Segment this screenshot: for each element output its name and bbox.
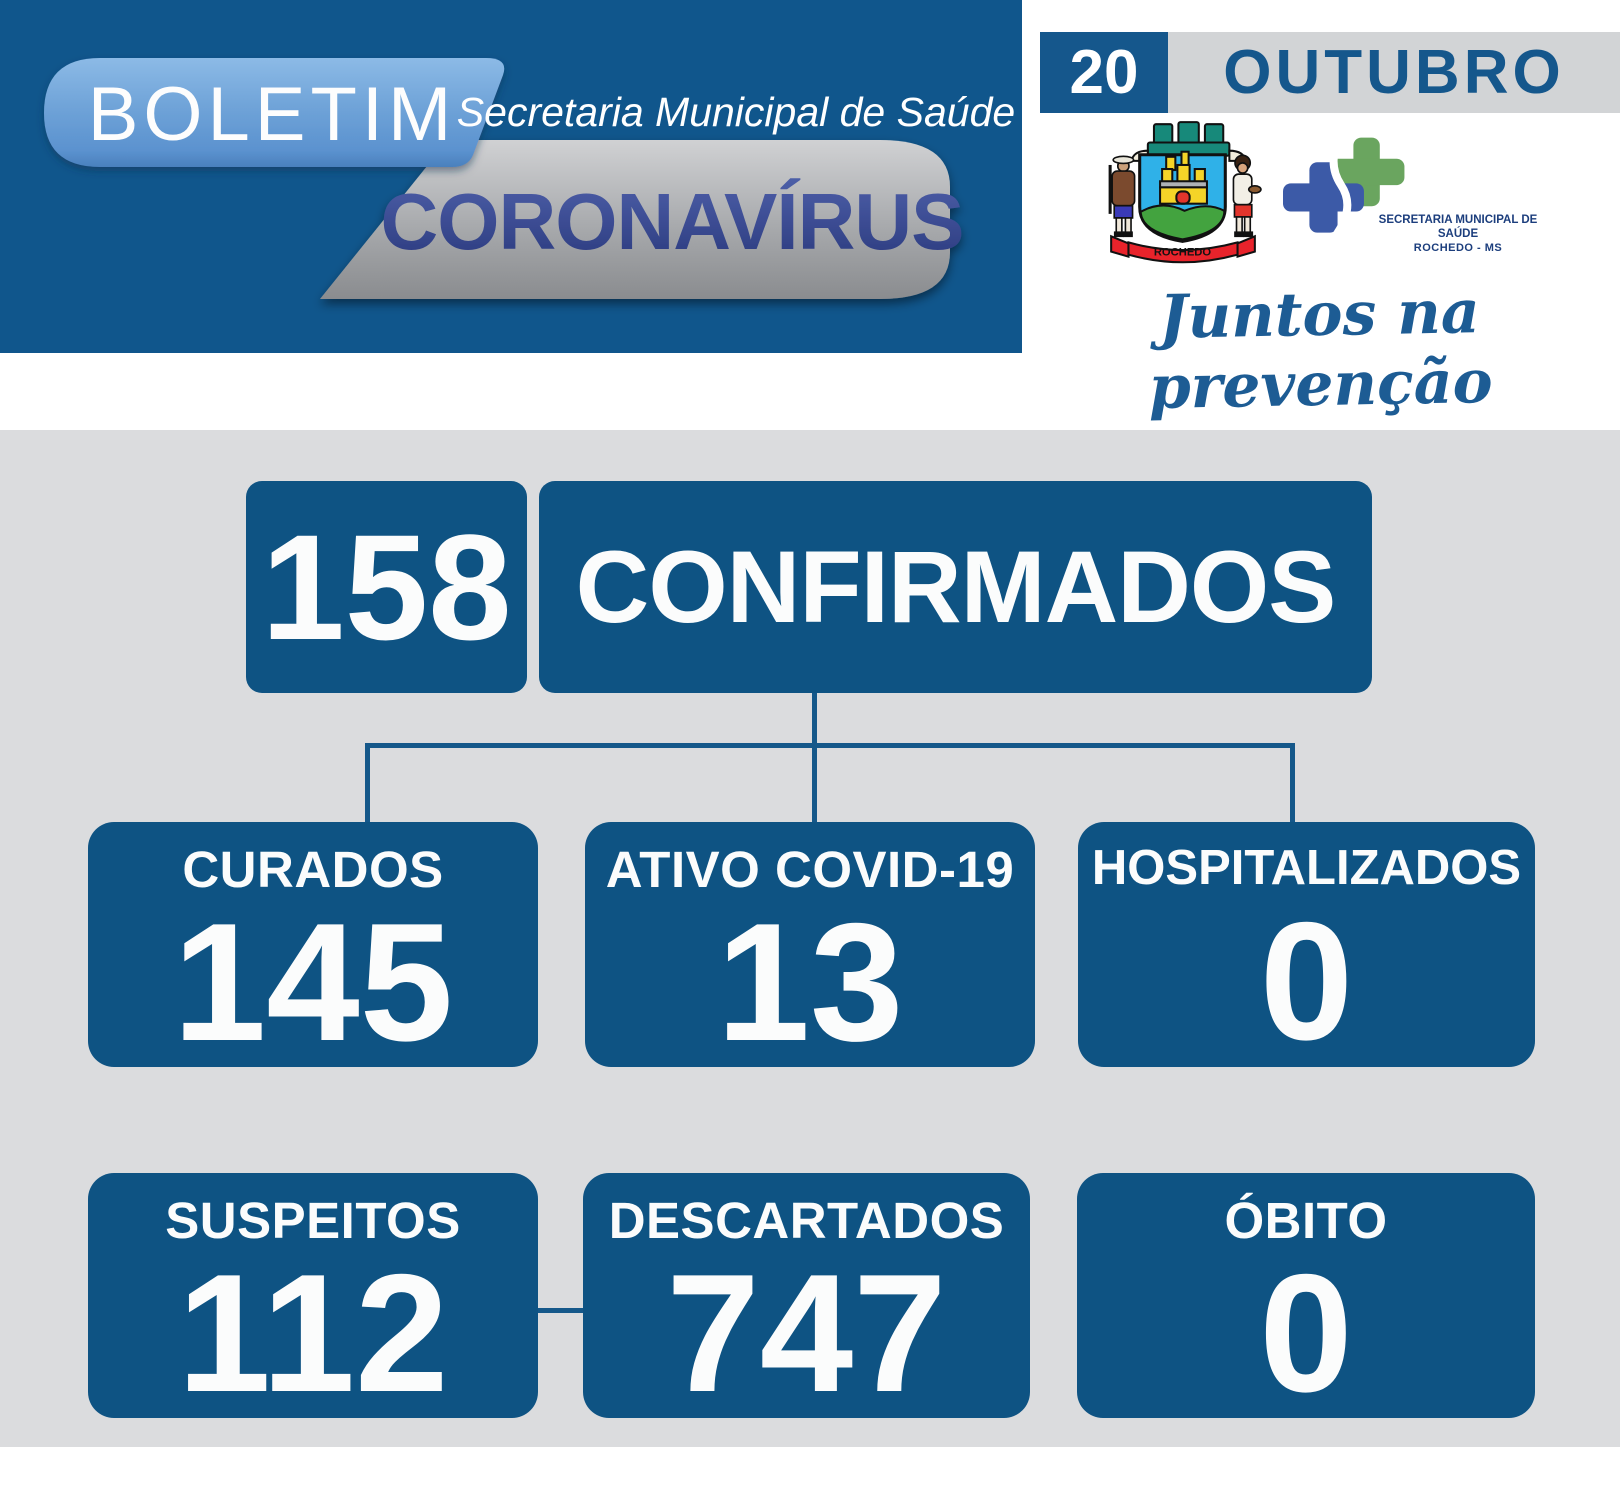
confirmed-label: CONFIRMADOS [575, 529, 1337, 644]
stat-value: 747 [666, 1239, 947, 1428]
stat-card-descartados: DESCARTADOS 747 [583, 1173, 1030, 1418]
boletim-banner: BOLETIM [44, 58, 505, 167]
date-month-text: OUTUBRO [1223, 38, 1565, 107]
confirmed-label-card: CONFIRMADOS [539, 481, 1372, 693]
stat-card-obito: ÓBITO 0 [1077, 1173, 1535, 1418]
boletim-title: BOLETIM [88, 72, 457, 157]
health-secretariat-caption: SECRETARIA MUNICIPAL DE SAÚDE ROCHEDO - … [1368, 213, 1548, 256]
stat-card-hospitalizados: HOSPITALIZADOS 0 [1078, 822, 1535, 1067]
stat-card-ativo-covid19: ATIVO COVID-19 13 [585, 822, 1035, 1067]
health-secretariat-line1: SECRETARIA MUNICIPAL DE SAÚDE [1378, 214, 1538, 241]
stat-label: ATIVO COVID-19 [605, 841, 1015, 898]
stat-label: CURADOS [182, 841, 444, 898]
stat-value: 0 [1259, 886, 1354, 1075]
slogan-script: Juntos na prevenção [1148, 277, 1494, 423]
stat-value: 13 [716, 888, 904, 1077]
connector-line [1290, 743, 1295, 828]
connector-line [538, 1308, 583, 1313]
coronavirus-title: CORONAVÍRUS [380, 177, 963, 266]
connector-line [812, 743, 817, 825]
stat-label: ÓBITO [1224, 1192, 1388, 1249]
stat-card-suspeitos: SUSPEITOS 112 [88, 1173, 538, 1418]
stat-card-curados: CURADOS 145 [88, 822, 538, 1067]
health-secretariat-logo [1283, 137, 1405, 237]
stat-label: SUSPEITOS [165, 1192, 461, 1249]
stat-value: 0 [1259, 1239, 1353, 1428]
health-secretariat-line2: ROCHEDO - MS [1413, 241, 1503, 254]
stat-label: HOSPITALIZADOS [1091, 841, 1522, 895]
stat-value: 112 [177, 1239, 449, 1428]
stat-value: 145 [172, 888, 454, 1077]
rochedo-crest-logo: ROCHEDO [1108, 121, 1262, 264]
connector-line [365, 743, 1295, 748]
date-day-badge: 20 [1040, 32, 1168, 113]
confirmed-total-value: 158 [261, 502, 512, 671]
connector-line [365, 743, 370, 825]
confirmed-total-card: 158 [246, 481, 527, 693]
connector-line [812, 693, 817, 746]
date-day-text: 20 [1069, 38, 1139, 107]
date-month-badge: OUTUBRO [1168, 32, 1620, 113]
header-banners: CORONAVÍRUS BOLETIM Secretaria Municipal… [44, 58, 1015, 299]
coronavirus-banner: CORONAVÍRUS [320, 140, 965, 299]
crest-caption: ROCHEDO [1154, 247, 1212, 259]
stat-label: DESCARTADOS [608, 1192, 1005, 1249]
secretaria-subtitle: Secretaria Municipal de Saúde [457, 89, 1015, 135]
